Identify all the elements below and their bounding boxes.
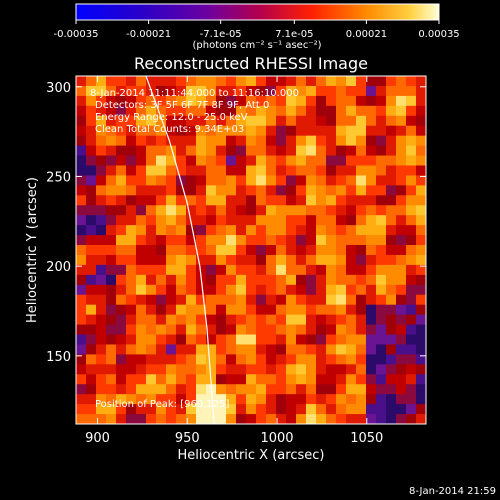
- annotation-detectors: Detectors: 3F 5F 6F 7F 8F 9F, Att 0: [95, 100, 269, 111]
- axis-ticks: 900 950 1000 1050 150 200 250 300: [46, 76, 426, 446]
- colorbar-tick-label: -0.00021: [126, 29, 171, 40]
- colorbar-tick-label: -0.00035: [54, 29, 99, 40]
- colorbar-tick-label: 7.1e-05: [275, 29, 313, 40]
- colorbar: [75, 3, 440, 21]
- colorbar-tick-label: 0.00035: [418, 29, 459, 40]
- x-tick-label: 1000: [260, 431, 293, 446]
- x-tick-label: 1050: [350, 431, 383, 446]
- solar-limb-arc: [145, 76, 215, 424]
- colorbar-units: (photons cm⁻² s⁻¹ asec⁻²): [192, 40, 321, 51]
- colorbar-ticks: -0.00035 -0.00021 -7.1e-05 7.1e-05 0.00021 0.…: [54, 20, 460, 40]
- colorbar-tick-label: 0.00021: [346, 29, 387, 40]
- x-tick-label: 950: [175, 431, 200, 446]
- x-tick-label: 900: [85, 431, 110, 446]
- colorbar-tick-label: -7.1e-05: [200, 29, 242, 40]
- y-tick-label: 200: [46, 260, 71, 275]
- y-tick-label: 150: [46, 350, 71, 365]
- y-axis-label: Heliocentric Y (arcsec): [25, 177, 40, 323]
- annotation-energy: Energy Range: 12.0 - 25.0 keV: [95, 112, 248, 123]
- chart-title: Reconstructed RHESSI Image: [134, 54, 368, 73]
- y-tick-label: 300: [46, 81, 71, 96]
- x-axis-label: Heliocentric X (arcsec): [178, 448, 325, 463]
- peak-position-label: Position of Peak: [960,125]: [95, 399, 229, 410]
- y-tick-label: 250: [46, 170, 71, 185]
- footer-timestamp: 8-Jan-2014 21:59: [409, 486, 496, 497]
- plot-frame: [75, 75, 427, 425]
- annotation-time-range: 8-Jan-2014 11:11:44.000 to 11:16:10.000: [90, 88, 299, 99]
- annotation-counts: Clean Total Counts: 9.34E+03: [95, 124, 244, 135]
- heatmap-image: [76, 76, 426, 424]
